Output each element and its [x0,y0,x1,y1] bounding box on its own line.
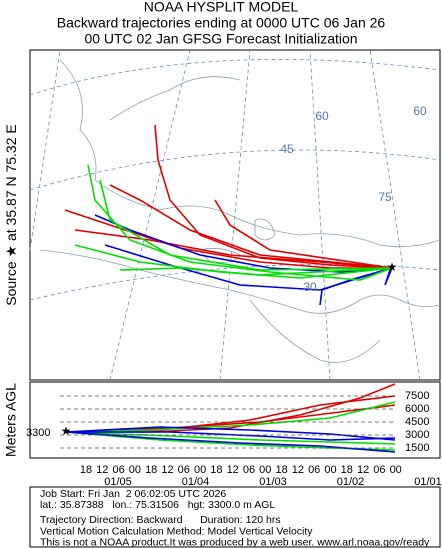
y-tick-label: 4500 [405,416,429,428]
time-label: 18 [145,464,157,476]
time-label: 00 [390,464,402,476]
time-label: 18 [341,464,353,476]
time-label: 06 [243,464,255,476]
time-label: 12 [227,464,239,476]
footer-line: Trajectory Direction: Backward Duration:… [40,514,281,526]
grid-label: 30 [303,280,317,294]
map-frame [29,49,441,381]
vertical-frame [29,381,441,459]
y-tick-label: 1500 [405,442,429,454]
time-label: 00 [324,464,336,476]
footer-frame [29,486,441,548]
date-label: 01/05 [104,476,132,488]
vertical-axis-label: Meters AGL [3,383,19,457]
y-tick-label: 6000 [405,403,429,415]
subtitle-2: 00 UTC 02 Jan GFSG Forecast Initializati… [84,31,357,47]
grid-label: 45 [280,142,294,156]
date-label: 01/04 [182,476,210,488]
time-label: 00 [194,464,206,476]
map-trajectories: ★ [64,124,398,306]
date-label: 01/01 [414,476,442,488]
footer-line: Vertical Motion Calculation Method: Mode… [40,525,313,537]
grid-labels: 60 45 30 75 60 [280,104,427,294]
grid-label: 60 [413,104,427,118]
time-label: 00 [129,464,141,476]
time-label: 00 [259,464,271,476]
vertical-panel: ★ [60,383,396,453]
time-label: 12 [357,464,369,476]
source-label: Source ★ at 35.87 N 75.32 E [3,124,19,305]
time-label: 06 [178,464,190,476]
footer-line: lat.: 35.87388 lon.: 75.31506 hgt: 3300.… [40,499,275,511]
source-word: Source [3,261,19,306]
source-at: at [3,229,19,241]
footer-line: This is not a NOAA product.It was produc… [40,537,430,548]
time-label: 18 [275,464,287,476]
footer-line: Job Start: Fri Jan 2 06:02:05 UTC 2026 [40,488,226,500]
time-label: 12 [161,464,173,476]
start-height-label: 3300 [26,427,50,439]
date-label: 01/03 [259,476,287,488]
date-label: 01/02 [337,476,365,488]
time-label: 06 [373,464,385,476]
source-star-marker: ★ [387,260,398,274]
start-star: ★ [61,424,72,438]
time-label: 18 [80,464,92,476]
time-label: 06 [112,464,124,476]
title: NOAA HYSPLIT MODEL [144,0,299,15]
time-label: 06 [308,464,320,476]
time-label: 18 [210,464,222,476]
source-lon: 75.32 E [3,124,19,172]
y-tick-label: 3000 [405,429,429,441]
time-label: 12 [292,464,304,476]
subtitle: Backward trajectories ending at 0000 UTC… [57,15,386,31]
time-label: 12 [96,464,108,476]
source-star: ★ [3,245,19,258]
y-tick-label: 7500 [405,390,429,402]
source-lat: 35.87 N [3,176,19,225]
footer: Job Start: Fri Jan 2 06:02:05 UTC 2026la… [40,488,430,548]
grid-label: 75 [378,190,392,204]
coastlines [39,59,441,363]
grid-label: 60 [315,109,329,123]
